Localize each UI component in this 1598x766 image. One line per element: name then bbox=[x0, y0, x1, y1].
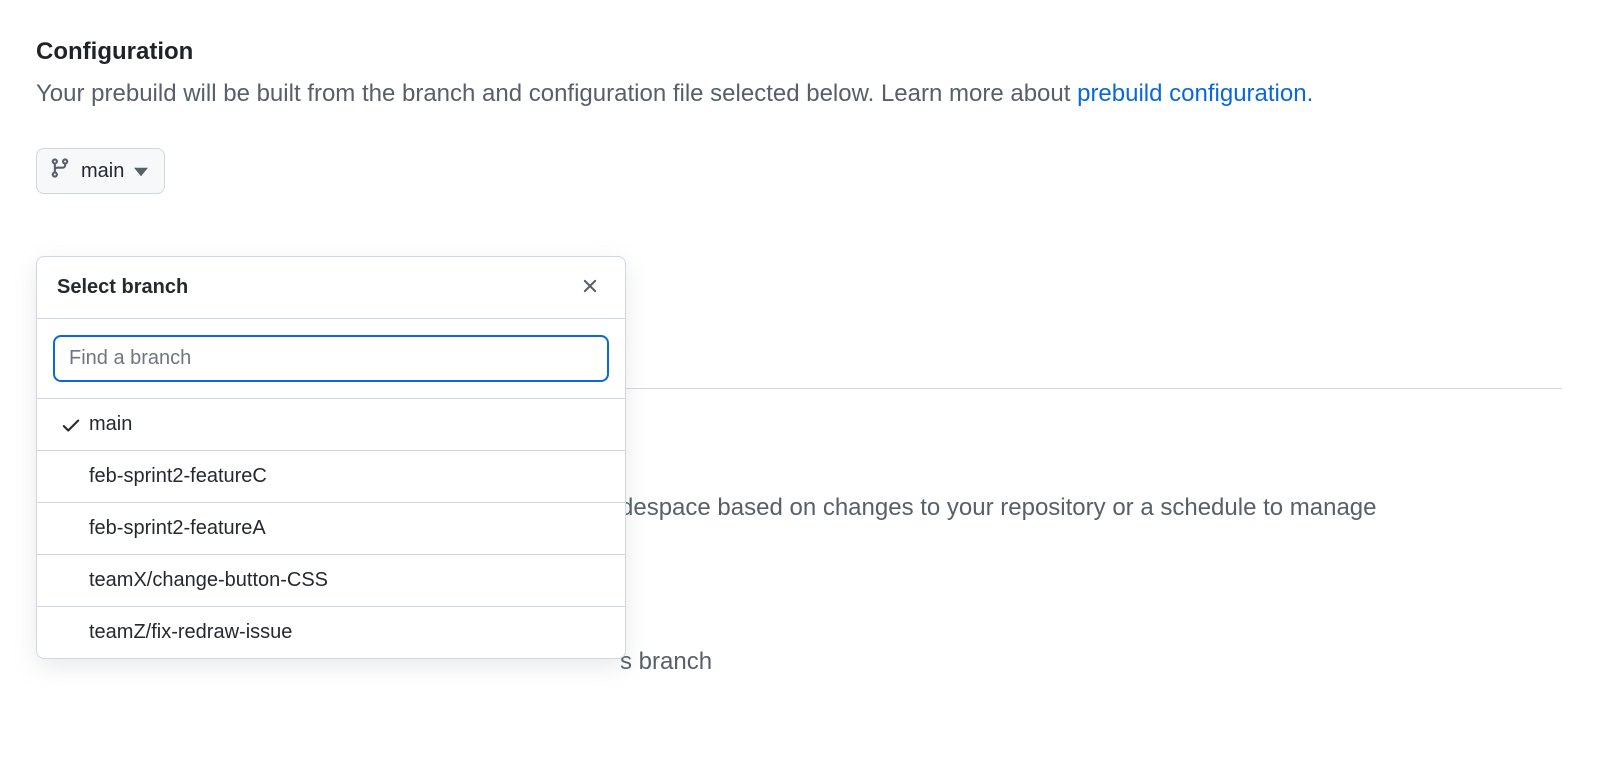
branch-item[interactable]: feb-sprint2-featureA bbox=[37, 503, 625, 555]
branch-item[interactable]: main bbox=[37, 399, 625, 451]
dropdown-title: Select branch bbox=[57, 276, 188, 299]
dropdown-search-container bbox=[37, 319, 625, 399]
description-text: Your prebuild will be built from the bra… bbox=[36, 80, 1077, 107]
branch-item-label: main bbox=[89, 413, 609, 436]
dropdown-header: Select branch bbox=[37, 257, 625, 319]
configuration-heading: Configuration bbox=[36, 38, 1562, 66]
branch-item-label: feb-sprint2-featureA bbox=[89, 517, 609, 540]
check-icon-slot bbox=[53, 414, 89, 436]
branch-list: main feb-sprint2-featureC feb-sprint2-feat… bbox=[37, 399, 625, 658]
branch-item-label: teamZ/fix-redraw-issue bbox=[89, 621, 609, 644]
selected-branch-label: main bbox=[81, 160, 124, 183]
prebuild-config-link[interactable]: prebuild configuration. bbox=[1077, 80, 1313, 107]
close-icon bbox=[579, 275, 601, 300]
branch-selector-button[interactable]: main bbox=[36, 148, 165, 194]
check-icon bbox=[60, 414, 82, 436]
obscured-text-line2: s branch bbox=[620, 648, 712, 676]
caret-down-icon bbox=[134, 160, 148, 183]
branch-selector-dropdown: Select branch main feb-sprint2-featureC fe… bbox=[36, 256, 626, 659]
branch-search-input[interactable] bbox=[53, 335, 609, 382]
branch-item-label: teamX/change-button-CSS bbox=[89, 569, 609, 592]
configuration-description: Your prebuild will be built from the bra… bbox=[36, 76, 1536, 112]
branch-item[interactable]: teamZ/fix-redraw-issue bbox=[37, 607, 625, 658]
close-dropdown-button[interactable] bbox=[575, 271, 605, 304]
obscured-text-line1: despace based on changes to your reposit… bbox=[620, 490, 1377, 526]
branch-item[interactable]: feb-sprint2-featureC bbox=[37, 451, 625, 503]
branch-item-label: feb-sprint2-featureC bbox=[89, 465, 609, 488]
branch-item[interactable]: teamX/change-button-CSS bbox=[37, 555, 625, 607]
git-branch-icon bbox=[49, 157, 71, 185]
